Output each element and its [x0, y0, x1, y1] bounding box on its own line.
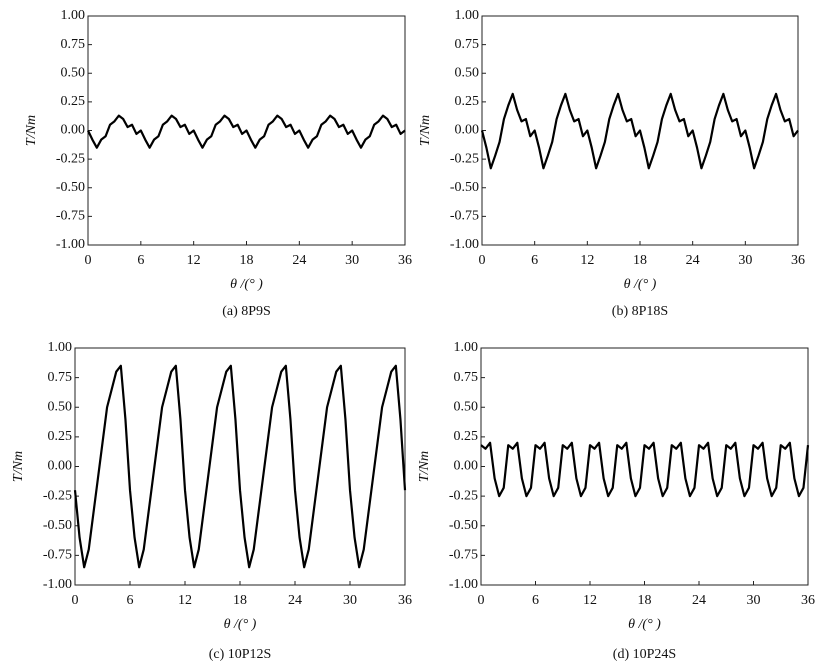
torque-line [480, 92, 799, 170]
x-tick-label: 30 [738, 253, 752, 268]
x-tick-label: 12 [187, 253, 201, 268]
torque-line [480, 441, 810, 498]
y-tick-label: 0.00 [48, 459, 73, 474]
y-tick-label: 0.50 [454, 399, 479, 414]
y-tick-label: -1.00 [56, 237, 85, 252]
y-tick-label: 0.25 [454, 429, 479, 444]
caption: (a) 8P9S [222, 304, 271, 319]
caption: (d) 10P24S [613, 647, 676, 662]
y-tick-label: -0.50 [43, 518, 72, 533]
y-tick-label: -0.25 [449, 488, 478, 503]
torque-line [73, 364, 407, 569]
y-tick-label: 1.00 [61, 8, 86, 23]
y-tick-label: 1.00 [455, 8, 480, 23]
y-axis-label: T/Nm [11, 451, 26, 482]
y-tick-label: 0.25 [61, 94, 86, 109]
y-tick-label: 0.00 [455, 123, 480, 138]
y-tick-label: 0.50 [48, 399, 73, 414]
y-tick-label: -0.75 [56, 209, 85, 224]
y-tick-label: 0.50 [455, 65, 480, 80]
x-axis-label: θ /(° ) [224, 617, 257, 632]
y-tick-label: 0.75 [48, 370, 73, 385]
y-tick-label: -1.00 [43, 577, 72, 592]
x-tick-label: 24 [292, 253, 306, 268]
y-tick-label: 0.75 [454, 370, 479, 385]
y-tick-label: -0.25 [43, 488, 72, 503]
x-tick-label: 6 [532, 593, 539, 608]
y-tick-label: -1.00 [449, 577, 478, 592]
x-tick-label: 30 [747, 593, 761, 608]
x-tick-label: 6 [127, 593, 134, 608]
x-tick-label: 18 [638, 593, 652, 608]
x-axis-label: θ /(° ) [624, 277, 657, 292]
y-tick-label: 0.00 [454, 459, 479, 474]
x-tick-label: 0 [479, 253, 486, 268]
plot-frame [480, 347, 809, 586]
x-tick-label: 30 [343, 593, 357, 608]
y-axis-label: T/Nm [418, 115, 433, 146]
x-tick-label: 18 [233, 593, 247, 608]
y-tick-label: -0.75 [450, 209, 479, 224]
y-tick-label: -0.50 [450, 180, 479, 195]
x-tick-label: 18 [240, 253, 254, 268]
y-tick-label: -0.75 [43, 548, 72, 563]
caption: (b) 8P18S [612, 304, 668, 319]
x-tick-label: 12 [580, 253, 594, 268]
x-axis-label: θ /(° ) [628, 617, 661, 632]
y-tick-label: -0.25 [56, 151, 85, 166]
x-axis-label: θ /(° ) [230, 277, 263, 292]
x-tick-label: 36 [801, 593, 815, 608]
x-tick-label: 0 [72, 593, 79, 608]
y-tick-label: 1.00 [454, 340, 479, 355]
x-tick-label: 36 [791, 253, 805, 268]
x-tick-label: 36 [398, 253, 412, 268]
y-tick-label: 1.00 [48, 340, 73, 355]
y-tick-label: -0.50 [56, 180, 85, 195]
x-tick-label: 24 [692, 593, 706, 608]
y-tick-label: 0.75 [455, 37, 480, 52]
x-tick-label: 12 [583, 593, 597, 608]
x-tick-label: 0 [478, 593, 485, 608]
y-axis-label: T/Nm [24, 115, 39, 146]
x-tick-label: 24 [686, 253, 700, 268]
y-tick-label: -0.25 [450, 151, 479, 166]
x-tick-label: 30 [345, 253, 359, 268]
x-tick-label: 36 [398, 593, 412, 608]
x-tick-label: 24 [288, 593, 302, 608]
y-tick-label: 0.25 [455, 94, 480, 109]
x-tick-label: 18 [633, 253, 647, 268]
y-tick-label: 0.75 [61, 37, 86, 52]
y-tick-label: -0.75 [449, 548, 478, 563]
y-axis-label: T/Nm [417, 451, 432, 482]
x-tick-label: 6 [137, 253, 144, 268]
y-tick-label: 0.00 [61, 123, 86, 138]
torque-line [87, 114, 406, 149]
x-tick-label: 0 [85, 253, 92, 268]
y-tick-label: 0.50 [61, 65, 86, 80]
y-tick-label: -1.00 [450, 237, 479, 252]
caption: (c) 10P12S [209, 647, 272, 662]
y-tick-label: -0.50 [449, 518, 478, 533]
x-tick-label: 6 [531, 253, 538, 268]
y-tick-label: 0.25 [48, 429, 73, 444]
x-tick-label: 12 [178, 593, 192, 608]
